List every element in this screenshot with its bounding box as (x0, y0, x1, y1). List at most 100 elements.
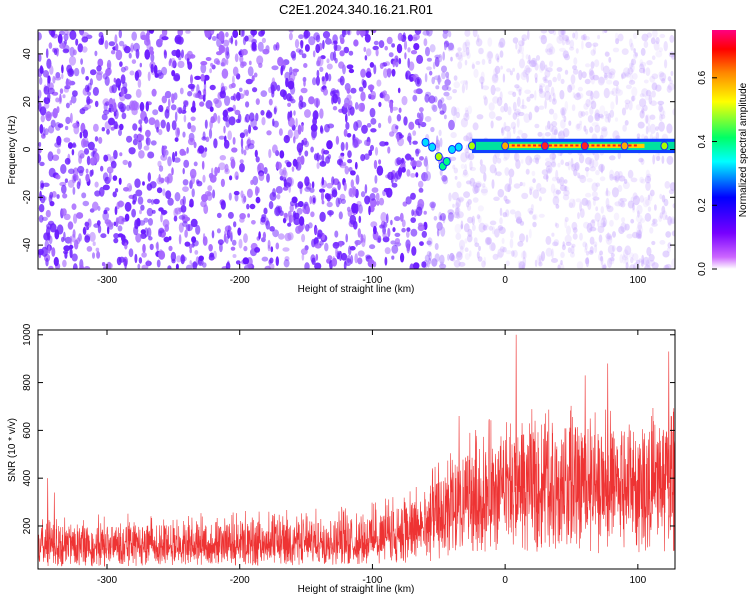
spectrogram-noise-cell (644, 212, 652, 222)
spectrogram-noise-cell (362, 234, 366, 243)
spectrogram-noise-cell (545, 235, 552, 245)
spectrogram-noise-cell (544, 99, 547, 110)
spectrogram-noise-cell (360, 68, 366, 78)
spectrogram-noise-cell (589, 226, 597, 232)
spectrogram-noise-cell (118, 177, 122, 185)
spectrogram-noise-cell (387, 227, 391, 238)
spectrogram-noise-cell (261, 117, 266, 126)
spectrogram-noise-cell (69, 248, 73, 259)
spectrogram-noise-cell (289, 110, 293, 119)
spectrogram-noise-cell (553, 112, 558, 121)
spectrogram-noise-cell (630, 42, 634, 51)
spectrogram-noise-cell (639, 93, 645, 98)
spectrogram-noise-cell (349, 246, 356, 251)
spectrogram-noise-cell (185, 264, 193, 269)
spectrogram-noise-cell (539, 60, 546, 71)
spectrogram-noise-cell (319, 188, 326, 193)
spectrogram-noise-cell (137, 218, 141, 227)
spectrogram-noise-cell (608, 256, 615, 265)
spectrogram-noise-cell (471, 62, 475, 69)
spectrogram-noise-cell (561, 108, 565, 119)
spectrogram-noise-cell (401, 219, 406, 228)
spectrogram-noise-cell (433, 215, 438, 221)
spectrogram-noise-cell (635, 232, 640, 239)
spectrogram-noise-cell (540, 251, 546, 262)
spectrogram-noise-cell (411, 209, 415, 217)
spectrogram-noise-cell (538, 83, 546, 88)
spectrogram-noise-cell (68, 244, 74, 250)
spectrogram-noise-cell (426, 57, 432, 62)
spectrogram-noise-cell (67, 221, 74, 230)
spectrogram-noise-cell (124, 201, 132, 212)
spectrogram-noise-cell (586, 178, 593, 183)
spectrogram-noise-cell (383, 93, 390, 102)
spectrogram-noise-cell (354, 161, 358, 170)
spectrogram-noise-cell (595, 111, 599, 117)
spectrogram-noise-cell (392, 227, 396, 233)
signal-band-peak (533, 144, 537, 147)
spectrogram-noise-cell (551, 258, 558, 263)
spectrogram-noise-cell (669, 79, 673, 84)
spectrogram-noise-cell (416, 112, 421, 119)
spectrogram-noise-cell (552, 195, 560, 206)
spectrogram-noise-cell (486, 50, 494, 61)
spectrogram-noise-cell (607, 257, 613, 268)
spectrogram-noise-cell (592, 196, 600, 201)
spectrogram-noise-cell (442, 103, 447, 114)
spectrogram-noise-cell (386, 36, 393, 45)
spectrogram-noise-cell (448, 42, 454, 51)
spectrogram-noise-cell (148, 218, 153, 226)
spectrogram-noise-cell (472, 30, 478, 38)
spectrogram-noise-cell (618, 226, 625, 235)
spectrogram-noise-cell (584, 257, 590, 265)
spectrogram-noise-cell (418, 187, 424, 193)
spectrogram-noise-cell (412, 94, 418, 102)
spectrogram-noise-cell (512, 37, 519, 44)
spectrogram-noise-cell (575, 48, 579, 54)
spectrogram-noise-cell (464, 39, 471, 50)
spectrogram-noise-cell (454, 223, 462, 234)
spectrogram-noise-cell (505, 250, 512, 255)
spectrogram-noise-cell (519, 181, 523, 187)
spectrogram-noise-cell (624, 223, 630, 231)
spectrogram-noise-cell (217, 166, 221, 174)
spectrogram-noise-cell (118, 128, 122, 137)
spectrogram-noise-cell (258, 172, 265, 182)
spectrogram-noise-cell (503, 102, 508, 113)
spectrogram-noise-cell (146, 259, 151, 267)
spectrogram-noise-cell (433, 75, 441, 81)
spectrogram-noise-cell (638, 157, 644, 163)
spectrogram-noise-cell (379, 62, 384, 69)
spectrogram-noise-cell (387, 146, 391, 154)
spectrogram-noise-cell (131, 59, 137, 64)
spectrogram-noise-cell (636, 224, 644, 236)
spectrogram-noise-cell (631, 95, 635, 102)
spectrogram-noise-cell (501, 127, 504, 134)
spectrogram-noise-cell (447, 212, 454, 222)
spectrogram-noise-cell (536, 182, 542, 192)
spectrogram-noise-cell (267, 244, 271, 252)
spectrogram-noise-cell (664, 59, 668, 69)
spectrogram-noise-cell (239, 87, 243, 93)
spectrogram-noise-cell (547, 120, 551, 130)
spectrogram-noise-cell (205, 30, 210, 36)
spectrogram-noise-cell (552, 241, 559, 247)
spectrogram-noise-cell (598, 253, 602, 261)
spectrogram-noise-cell (413, 43, 420, 51)
spectrogram-noise-cell (446, 95, 453, 101)
spectrogram-noise-cell (633, 195, 640, 206)
spectrogram-noise-cell (162, 219, 170, 228)
spectrogram-noise-cell (396, 157, 402, 166)
spectrogram-noise-cell (410, 159, 417, 167)
spectrogram-noise-cell (301, 253, 305, 261)
spectrogram-noise-cell (566, 225, 571, 236)
spectrogram-noise-cell (560, 107, 567, 116)
spectrogram-noise-cell (465, 180, 472, 185)
spectrogram-noise-cell (128, 185, 132, 192)
spectrogram-noise-cell (499, 37, 506, 48)
spectrogram-noise-cell (70, 95, 77, 104)
spectrogram-noise-cell (174, 137, 179, 143)
spectrogram-features (421, 137, 675, 171)
spectrogram-noise-cell (482, 95, 487, 100)
